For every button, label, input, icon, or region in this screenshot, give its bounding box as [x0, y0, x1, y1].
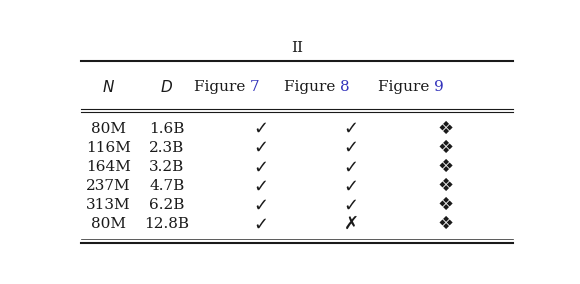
Text: ✓: ✓	[343, 196, 359, 214]
Text: ✓: ✓	[343, 139, 359, 157]
Text: 237M: 237M	[86, 179, 130, 193]
Text: 3.2B: 3.2B	[149, 160, 184, 174]
Text: ❖: ❖	[437, 139, 454, 157]
Text: 8: 8	[340, 80, 350, 93]
Text: 2.3B: 2.3B	[149, 141, 184, 155]
Text: ❖: ❖	[437, 120, 454, 138]
Text: ✗: ✗	[343, 215, 359, 233]
Text: 4.7B: 4.7B	[149, 179, 184, 193]
Text: Figure: Figure	[194, 80, 250, 93]
Text: ✓: ✓	[253, 177, 269, 195]
Text: ✓: ✓	[253, 196, 269, 214]
Text: II: II	[291, 41, 303, 55]
Text: 313M: 313M	[86, 198, 130, 212]
Text: 12.8B: 12.8B	[144, 217, 190, 231]
Text: ❖: ❖	[437, 215, 454, 233]
Text: ❖: ❖	[437, 196, 454, 214]
Text: 80M: 80M	[91, 217, 126, 231]
Text: 164M: 164M	[86, 160, 131, 174]
Text: ✓: ✓	[253, 139, 269, 157]
Text: ✓: ✓	[343, 158, 359, 176]
Text: ✓: ✓	[253, 215, 269, 233]
Text: Figure: Figure	[378, 80, 434, 93]
Text: ✓: ✓	[343, 120, 359, 138]
Text: ✓: ✓	[253, 158, 269, 176]
Text: 1.6B: 1.6B	[149, 122, 184, 136]
Text: 6.2B: 6.2B	[149, 198, 184, 212]
Text: ✓: ✓	[343, 177, 359, 195]
Text: 7: 7	[250, 80, 260, 93]
Text: $D$: $D$	[161, 79, 173, 95]
Text: ✓: ✓	[253, 120, 269, 138]
Text: $N$: $N$	[102, 79, 115, 95]
Text: Figure: Figure	[284, 80, 340, 93]
Text: ❖: ❖	[437, 177, 454, 195]
Text: 80M: 80M	[91, 122, 126, 136]
Text: ❖: ❖	[437, 158, 454, 176]
Text: 116M: 116M	[86, 141, 131, 155]
Text: 9: 9	[434, 80, 444, 93]
